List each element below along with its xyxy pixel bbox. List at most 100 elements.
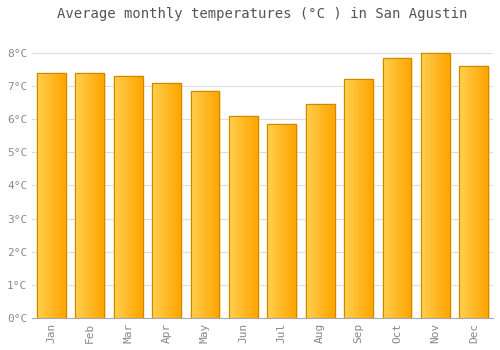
Bar — [290, 124, 291, 318]
Bar — [93, 73, 94, 318]
Bar — [159, 83, 160, 318]
Bar — [219, 91, 220, 318]
Bar — [443, 53, 444, 318]
Bar — [90, 73, 91, 318]
Bar — [129, 76, 130, 318]
Bar — [315, 104, 316, 318]
Bar — [229, 116, 258, 318]
Bar — [37, 73, 66, 318]
Bar — [427, 53, 428, 318]
Bar — [246, 116, 247, 318]
Bar — [464, 66, 465, 318]
Bar — [52, 73, 53, 318]
Bar — [447, 53, 448, 318]
Bar — [476, 66, 478, 318]
Bar — [469, 66, 470, 318]
Bar — [141, 76, 142, 318]
Bar — [422, 53, 423, 318]
Bar — [291, 124, 292, 318]
Bar — [103, 73, 104, 318]
Bar — [345, 79, 346, 318]
Bar — [389, 58, 390, 318]
Bar — [250, 116, 251, 318]
Bar — [134, 76, 135, 318]
Bar — [230, 116, 231, 318]
Bar — [204, 91, 205, 318]
Bar — [43, 73, 44, 318]
Bar — [461, 66, 462, 318]
Bar — [330, 104, 331, 318]
Bar — [279, 124, 280, 318]
Bar — [119, 76, 120, 318]
Bar — [411, 58, 412, 318]
Bar — [283, 124, 284, 318]
Bar — [252, 116, 253, 318]
Bar — [278, 124, 279, 318]
Bar — [354, 79, 355, 318]
Bar — [56, 73, 57, 318]
Bar — [199, 91, 200, 318]
Bar — [158, 83, 159, 318]
Bar — [344, 79, 373, 318]
Bar — [249, 116, 250, 318]
Bar — [460, 66, 461, 318]
Bar — [87, 73, 88, 318]
Bar — [382, 58, 412, 318]
Bar — [361, 79, 362, 318]
Bar — [114, 76, 115, 318]
Bar — [465, 66, 466, 318]
Bar — [254, 116, 255, 318]
Bar — [214, 91, 216, 318]
Bar — [39, 73, 40, 318]
Bar — [424, 53, 425, 318]
Bar — [140, 76, 141, 318]
Bar — [156, 83, 158, 318]
Bar — [53, 73, 54, 318]
Bar — [479, 66, 480, 318]
Bar — [49, 73, 50, 318]
Bar — [89, 73, 90, 318]
Bar — [286, 124, 287, 318]
Bar — [282, 124, 283, 318]
Bar — [47, 73, 48, 318]
Bar — [178, 83, 179, 318]
Bar — [483, 66, 484, 318]
Bar — [245, 116, 246, 318]
Bar — [407, 58, 408, 318]
Bar — [212, 91, 213, 318]
Bar — [426, 53, 427, 318]
Bar — [277, 124, 278, 318]
Bar — [114, 76, 142, 318]
Bar — [402, 58, 403, 318]
Bar — [155, 83, 156, 318]
Bar — [423, 53, 424, 318]
Bar — [478, 66, 479, 318]
Bar — [351, 79, 352, 318]
Bar — [102, 73, 103, 318]
Bar — [409, 58, 410, 318]
Bar — [121, 76, 122, 318]
Bar — [120, 76, 121, 318]
Bar — [161, 83, 162, 318]
Bar — [138, 76, 139, 318]
Bar — [331, 104, 332, 318]
Bar — [433, 53, 434, 318]
Bar — [388, 58, 389, 318]
Bar — [431, 53, 432, 318]
Bar — [207, 91, 208, 318]
Bar — [152, 83, 181, 318]
Bar — [37, 73, 38, 318]
Bar — [255, 116, 256, 318]
Bar — [311, 104, 312, 318]
Bar — [347, 79, 348, 318]
Bar — [366, 79, 367, 318]
Bar — [179, 83, 180, 318]
Bar — [116, 76, 117, 318]
Bar — [333, 104, 334, 318]
Bar — [229, 116, 230, 318]
Bar — [202, 91, 203, 318]
Bar — [175, 83, 176, 318]
Bar — [124, 76, 125, 318]
Bar — [444, 53, 445, 318]
Bar — [269, 124, 270, 318]
